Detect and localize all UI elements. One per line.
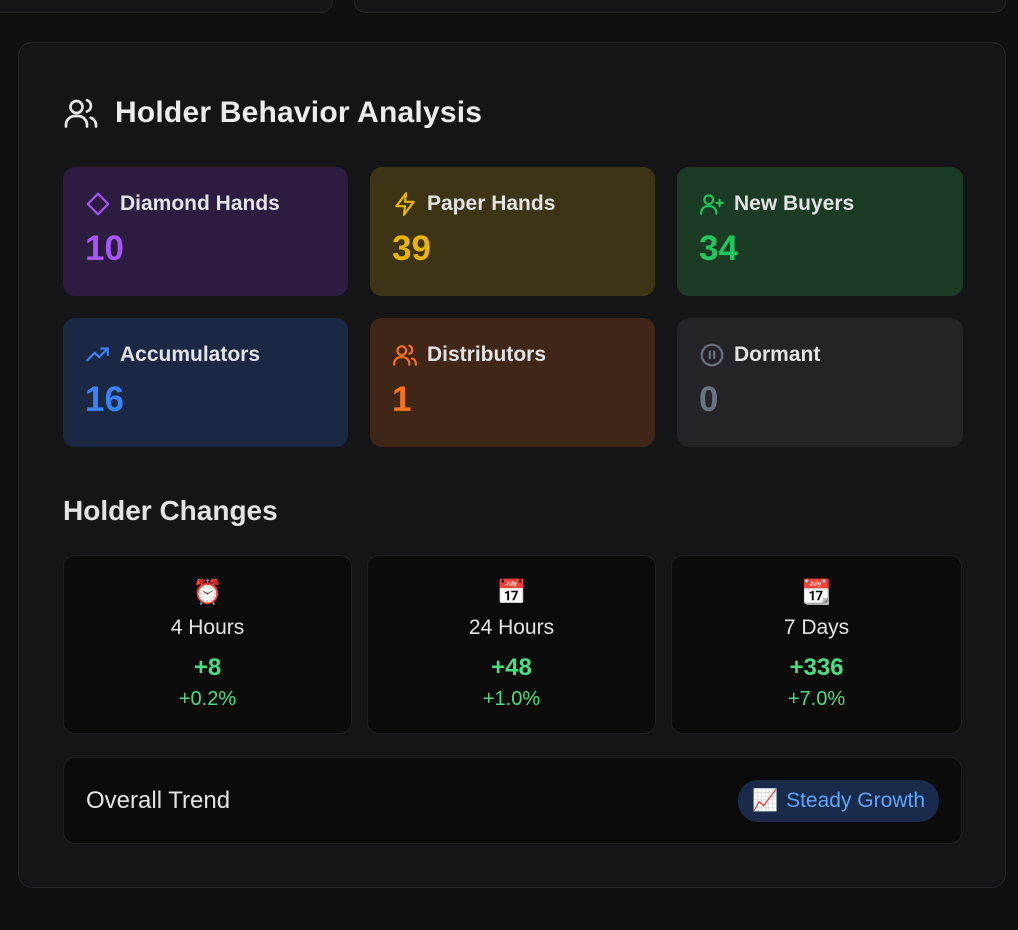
user-plus-icon xyxy=(700,194,724,215)
overall-trend-row: Overall Trend 📈 Steady Growth xyxy=(63,757,962,844)
chart-increasing-icon: 📈 xyxy=(751,788,779,812)
panel-header: Holder Behavior Analysis xyxy=(63,95,482,131)
holder-changes-grid: ⏰ 4 Hours +8 +0.2% 📅 24 Hours +48 +1.0% … xyxy=(63,555,962,734)
change-absolute: +8 xyxy=(193,654,222,681)
change-period: 24 Hours xyxy=(468,616,555,639)
change-percent: +1.0% xyxy=(482,688,541,710)
holder-changes-title: Holder Changes xyxy=(63,495,278,526)
trend-label: Overall Trend xyxy=(86,786,231,814)
users-icon xyxy=(64,98,98,128)
pause-circle-icon xyxy=(700,343,724,367)
users-icon xyxy=(393,344,417,366)
change-period: 4 Hours xyxy=(170,616,245,639)
stat-card-new-buyers: New Buyers 34 xyxy=(677,167,963,296)
top-card-left xyxy=(0,0,333,13)
stat-label: New Buyers xyxy=(734,192,855,215)
stat-card-paper-hands: Paper Hands 39 xyxy=(370,167,655,296)
diamond-icon xyxy=(86,192,110,216)
change-percent: +0.2% xyxy=(178,688,237,710)
stat-value: 34 xyxy=(699,229,738,268)
change-absolute: +48 xyxy=(491,654,532,681)
change-absolute: +336 xyxy=(789,654,844,681)
stat-value: 39 xyxy=(392,229,431,268)
change-percent: +7.0% xyxy=(787,688,846,710)
trending-up-icon xyxy=(86,347,109,362)
calendar-icon: 📅 xyxy=(496,579,527,606)
change-card-4h: ⏰ 4 Hours +8 +0.2% xyxy=(63,555,352,734)
change-card-24h: 📅 24 Hours +48 +1.0% xyxy=(367,555,656,734)
stat-card-diamond-hands: Diamond Hands 10 xyxy=(63,167,348,296)
trend-badge-text: Steady Growth xyxy=(786,788,925,812)
stat-value: 10 xyxy=(85,229,124,268)
stat-card-accumulators: Accumulators 16 xyxy=(63,318,348,447)
stat-label: Distributors xyxy=(427,343,547,366)
stat-label: Accumulators xyxy=(120,343,261,366)
stat-value: 16 xyxy=(85,380,124,419)
stat-card-dormant: Dormant 0 xyxy=(677,318,963,447)
stat-value: 1 xyxy=(392,380,412,419)
stat-value: 0 xyxy=(699,380,719,419)
lightning-icon xyxy=(395,192,415,216)
change-period: 7 Days xyxy=(783,616,850,639)
change-card-7d: 📆 7 Days +336 +7.0% xyxy=(671,555,962,734)
stat-label: Dormant xyxy=(734,343,821,366)
stat-card-distributors: Distributors 1 xyxy=(370,318,655,447)
holder-behavior-panel: Holder Behavior Analysis Diamond Hands 1… xyxy=(18,42,1006,888)
alarm-clock-icon: ⏰ xyxy=(192,579,223,606)
stat-label: Diamond Hands xyxy=(120,192,280,215)
behavior-grid: Diamond Hands 10 Paper Hands 39 New Buye… xyxy=(63,167,963,447)
page-title: Holder Behavior Analysis xyxy=(115,96,483,129)
top-card-right xyxy=(354,0,1006,13)
trend-badge: 📈 Steady Growth xyxy=(737,779,939,822)
stat-label: Paper Hands xyxy=(427,192,556,215)
spiral-calendar-icon: 📆 xyxy=(801,579,832,606)
